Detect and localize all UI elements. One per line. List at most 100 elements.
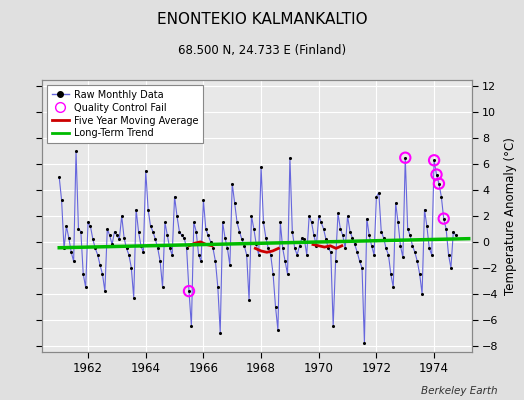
Point xyxy=(137,242,145,249)
Point xyxy=(175,228,183,235)
Point xyxy=(185,288,193,294)
Point xyxy=(178,232,186,239)
Point xyxy=(317,219,325,226)
Point xyxy=(235,228,244,235)
Point xyxy=(77,228,85,235)
Point xyxy=(108,241,116,248)
Point xyxy=(223,245,232,252)
Point xyxy=(219,219,227,226)
Point xyxy=(308,219,316,226)
Text: ENONTEKIO KALMANKALTIO: ENONTEKIO KALMANKALTIO xyxy=(157,12,367,27)
Point xyxy=(293,252,301,258)
Point xyxy=(55,174,63,180)
Point xyxy=(89,236,97,242)
Point xyxy=(238,236,246,242)
Point xyxy=(324,245,333,252)
Point xyxy=(60,245,68,252)
Point xyxy=(111,228,119,235)
Point xyxy=(396,242,405,249)
Point xyxy=(70,258,78,264)
Point xyxy=(387,271,395,278)
Point xyxy=(156,258,165,264)
Point xyxy=(187,323,195,329)
Point xyxy=(296,242,304,249)
Point xyxy=(343,213,352,219)
Point xyxy=(305,213,313,219)
Point xyxy=(93,252,102,258)
Point xyxy=(394,219,402,226)
Point xyxy=(302,252,311,258)
Y-axis label: Temperature Anomaly (°C): Temperature Anomaly (°C) xyxy=(504,137,517,295)
Point xyxy=(199,197,208,204)
Point xyxy=(363,215,371,222)
Point xyxy=(440,215,448,222)
Point xyxy=(192,228,200,235)
Point xyxy=(425,245,433,252)
Point xyxy=(257,164,265,170)
Point xyxy=(101,288,109,294)
Point xyxy=(411,249,419,256)
Point xyxy=(166,245,174,252)
Point xyxy=(320,226,328,232)
Point xyxy=(286,154,294,161)
Point xyxy=(360,340,368,346)
Point xyxy=(413,258,421,264)
Point xyxy=(58,197,66,204)
Point xyxy=(249,226,258,232)
Point xyxy=(274,327,282,333)
Point xyxy=(377,228,386,235)
Point xyxy=(168,252,177,258)
Point xyxy=(204,232,212,239)
Point xyxy=(105,232,114,239)
Point xyxy=(310,232,318,239)
Point xyxy=(334,210,342,217)
Point xyxy=(444,252,453,258)
Point xyxy=(228,180,236,187)
Point xyxy=(423,223,431,230)
Point xyxy=(226,262,234,268)
Point xyxy=(103,226,112,232)
Point xyxy=(339,232,347,239)
Point xyxy=(401,154,409,161)
Point xyxy=(64,235,73,241)
Point xyxy=(389,284,397,290)
Point xyxy=(154,245,162,252)
Point xyxy=(326,249,335,256)
Point xyxy=(329,323,337,329)
Point xyxy=(430,157,438,164)
Point xyxy=(298,235,306,241)
Point xyxy=(336,226,345,232)
Point xyxy=(375,190,383,196)
Text: 68.500 N, 24.733 E (Finland): 68.500 N, 24.733 E (Finland) xyxy=(178,44,346,57)
Point xyxy=(416,271,424,278)
Point xyxy=(141,168,150,174)
Point xyxy=(255,252,263,258)
Point xyxy=(401,154,409,161)
Point xyxy=(99,271,107,278)
Point xyxy=(180,235,188,241)
Point xyxy=(279,245,287,252)
Point xyxy=(403,226,412,232)
Point xyxy=(372,193,380,200)
Point xyxy=(139,249,148,256)
Point xyxy=(79,271,88,278)
Point xyxy=(74,226,83,232)
Point xyxy=(182,245,191,252)
Point xyxy=(233,219,241,226)
Point xyxy=(331,258,340,264)
Point xyxy=(314,213,323,219)
Point xyxy=(290,245,299,252)
Point xyxy=(67,249,75,256)
Point xyxy=(202,226,210,232)
Point xyxy=(442,226,450,232)
Point xyxy=(428,252,436,258)
Point xyxy=(312,242,321,249)
Point xyxy=(72,148,80,154)
Point xyxy=(399,254,407,261)
Point xyxy=(437,193,445,200)
Point xyxy=(382,245,390,252)
Point xyxy=(197,258,205,264)
Point xyxy=(300,236,309,242)
Point xyxy=(267,252,275,258)
Point xyxy=(243,252,251,258)
